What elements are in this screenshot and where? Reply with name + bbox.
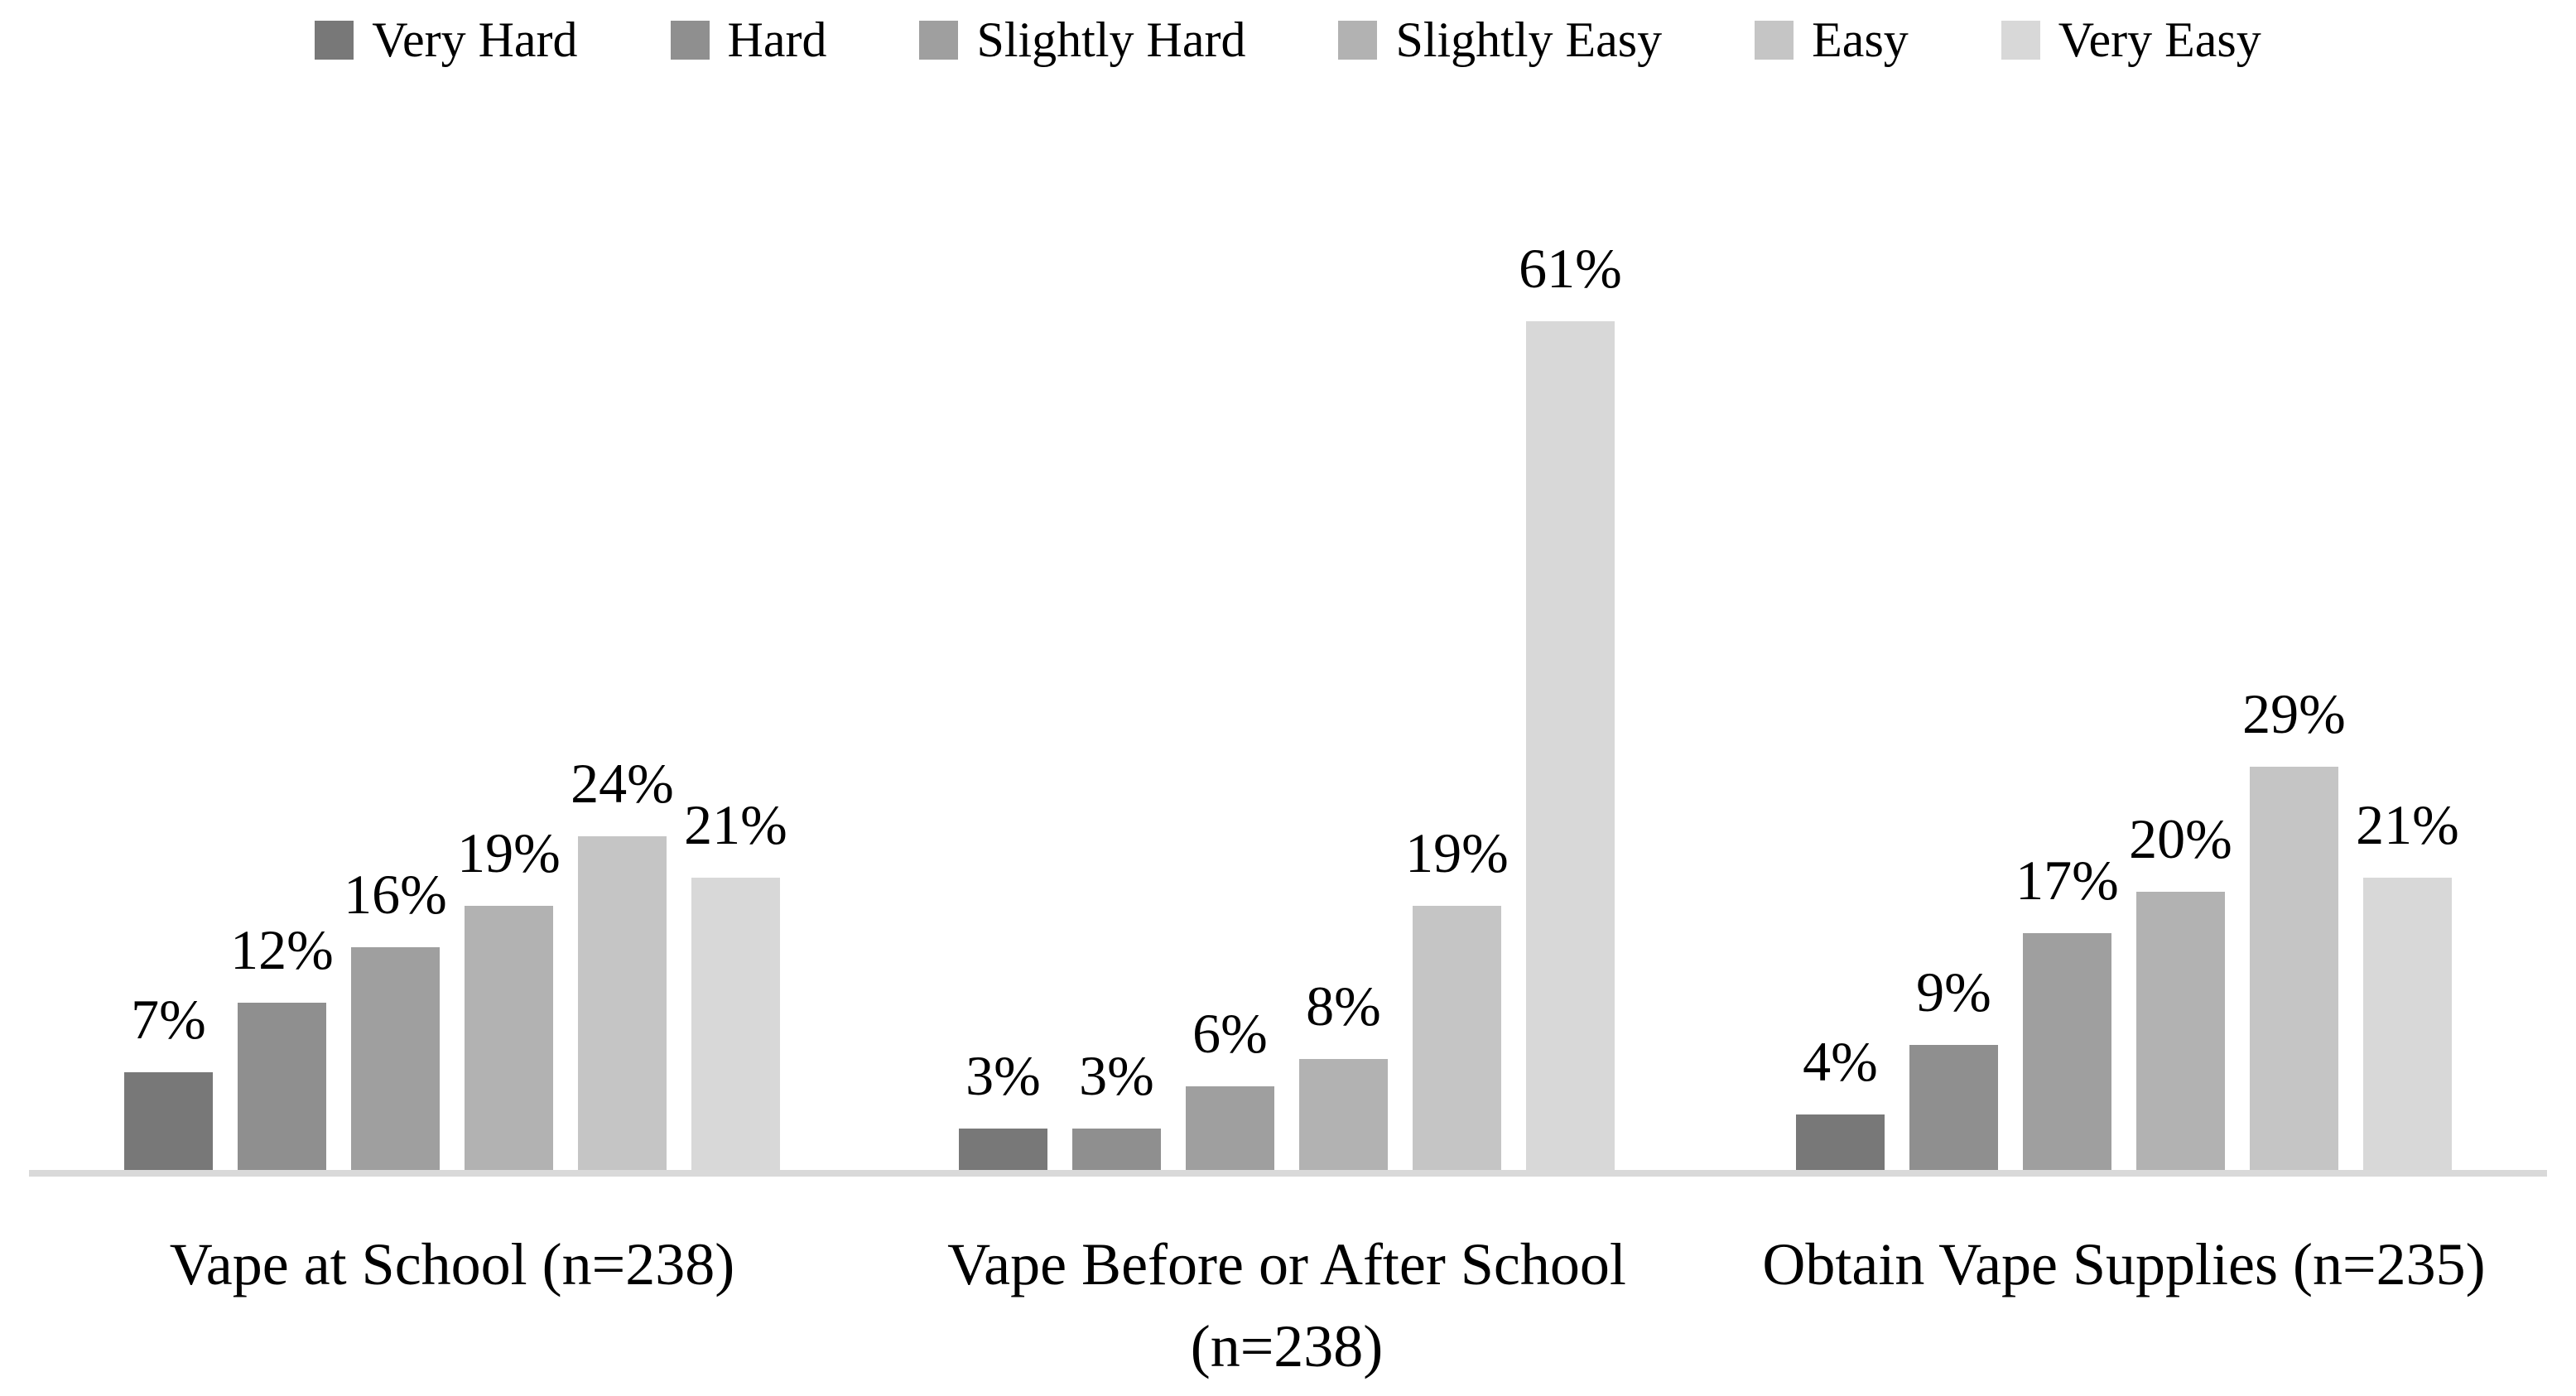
- category-label-line: Obtain Vape Supplies (n=235): [1762, 1231, 2486, 1297]
- bar-value-label-hard-group-3: 9%: [1916, 960, 1991, 1023]
- bar-slightly-easy-group-3: [2136, 892, 2225, 1170]
- legend-label-hard: Hard: [727, 12, 827, 67]
- category-label-line: (n=238): [1190, 1313, 1384, 1380]
- bar-very-hard-group-2: [959, 1129, 1047, 1170]
- legend-swatch-easy: [1755, 20, 1794, 60]
- bar-slightly-hard-group-2: [1186, 1086, 1274, 1170]
- bar-value-label-hard-group-1: 12%: [230, 918, 334, 981]
- bar-value-label-very-hard-group-3: 4%: [1803, 1030, 1878, 1093]
- bar-value-label-slightly-easy-group-2: 8%: [1306, 975, 1381, 1037]
- bar-hard-group-1: [238, 1003, 326, 1170]
- bar-very-easy-group-1: [691, 878, 780, 1170]
- bar-slightly-hard-group-3: [2023, 933, 2111, 1170]
- bar-value-label-slightly-easy-group-1: 19%: [457, 821, 561, 884]
- bar-value-label-very-easy-group-2: 61%: [1519, 237, 1622, 300]
- legend-label-very-hard: Very Hard: [372, 12, 578, 67]
- bar-hard-group-3: [1909, 1045, 1998, 1170]
- legend-item-easy: Easy: [1755, 15, 1909, 65]
- bar-slightly-hard-group-1: [351, 947, 440, 1170]
- bar-easy-group-1: [578, 836, 667, 1170]
- legend-item-very-easy: Very Easy: [2001, 15, 2261, 65]
- legend-swatch-very-easy: [2001, 20, 2040, 60]
- bar-value-label-very-easy-group-1: 21%: [684, 793, 787, 856]
- category-label-line: Vape at School (n=238): [169, 1231, 735, 1297]
- bar-very-hard-group-3: [1796, 1114, 1885, 1170]
- bar-very-hard-group-1: [124, 1072, 213, 1170]
- category-label-line: Vape Before or After School: [947, 1231, 1626, 1297]
- legend-label-very-easy: Very Easy: [2058, 12, 2261, 67]
- legend-swatch-hard: [670, 20, 710, 60]
- bar-value-label-slightly-easy-group-3: 20%: [2129, 807, 2232, 870]
- bar-value-label-slightly-hard-group-3: 17%: [2015, 849, 2119, 912]
- bar-slightly-easy-group-2: [1299, 1059, 1388, 1170]
- x-axis-line: [29, 1170, 2547, 1177]
- bar-value-label-slightly-hard-group-2: 6%: [1192, 1002, 1268, 1065]
- legend-item-very-hard: Very Hard: [315, 12, 578, 67]
- category-label-vape-at-school-n-238: Vape at School (n=238): [0, 1224, 908, 1306]
- bar-value-label-easy-group-2: 19%: [1405, 821, 1509, 884]
- legend-label-slightly-hard: Slightly Hard: [976, 12, 1246, 67]
- chart-legend: Very Hard Hard Slightly Hard Slightly Easy E…: [0, 15, 2576, 65]
- legend-swatch-slightly-easy: [1338, 20, 1378, 60]
- bar-value-label-very-hard-group-2: 3%: [965, 1044, 1041, 1107]
- category-label-obtain-vape-supplies-n-235: Obtain Vape Supplies (n=235): [1668, 1224, 2576, 1306]
- bar-value-label-slightly-hard-group-1: 16%: [344, 863, 447, 926]
- legend-item-hard: Hard: [670, 12, 827, 67]
- bar-very-easy-group-3: [2363, 878, 2452, 1170]
- legend-label-slightly-easy: Slightly Easy: [1395, 12, 1663, 67]
- bar-value-label-hard-group-2: 3%: [1079, 1044, 1154, 1107]
- legend-item-slightly-easy: Slightly Easy: [1338, 15, 1662, 65]
- legend-swatch-slightly-hard: [919, 20, 959, 60]
- category-label-vape-before-or-after-school-n-238: Vape Before or After School (n=238): [831, 1224, 1742, 1389]
- legend-item-slightly-hard: Slightly Hard: [919, 15, 1245, 65]
- bar-easy-group-2: [1413, 906, 1501, 1170]
- bar-value-label-easy-group-1: 24%: [571, 752, 674, 815]
- legend-swatch-very-hard: [315, 20, 354, 60]
- legend-label-easy: Easy: [1812, 12, 1909, 67]
- bar-value-label-easy-group-3: 29%: [2242, 682, 2346, 745]
- bar-easy-group-3: [2250, 767, 2338, 1170]
- bar-slightly-easy-group-1: [465, 906, 553, 1170]
- bar-value-label-very-hard-group-1: 7%: [131, 988, 206, 1051]
- bar-value-label-very-easy-group-3: 21%: [2356, 793, 2459, 856]
- bar-hard-group-2: [1072, 1129, 1161, 1170]
- bar-very-easy-group-2: [1526, 321, 1615, 1170]
